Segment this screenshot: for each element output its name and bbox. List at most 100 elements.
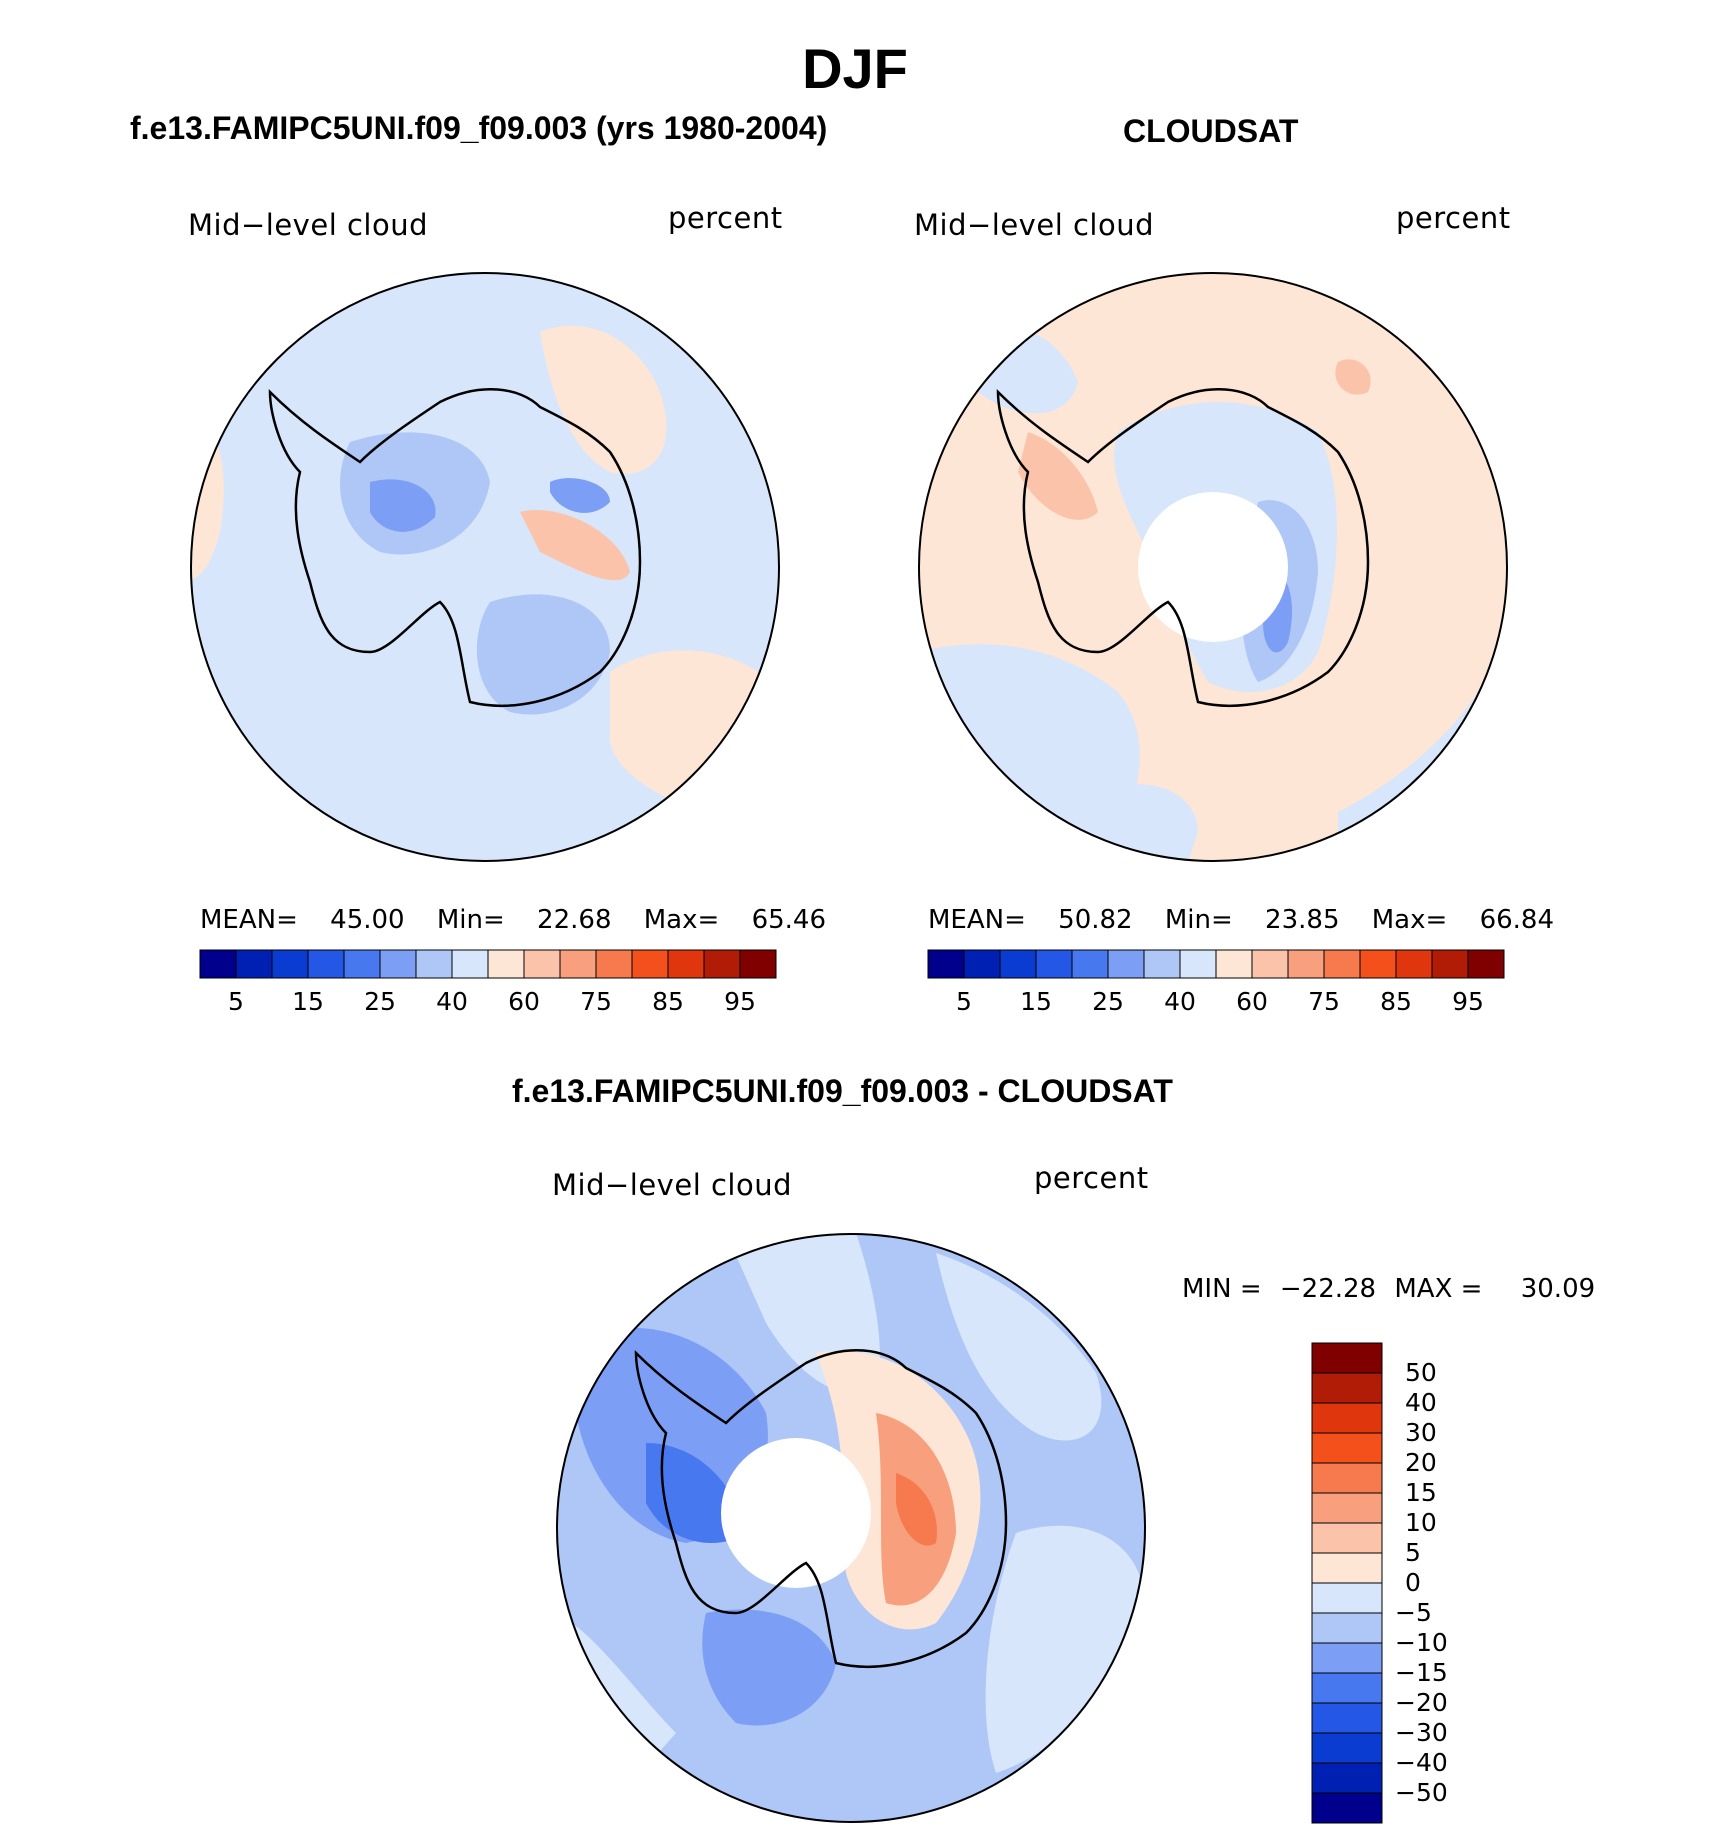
panel1-cool-region xyxy=(370,479,436,532)
colorbar-tick-label: 15 xyxy=(1020,987,1052,1016)
panel3-max-value: 30.09 xyxy=(1520,1274,1596,1304)
colorbar-tick-label: −5 xyxy=(1395,1598,1432,1627)
panel2-cool-region xyxy=(1098,784,1198,862)
colorbar-tick-label: 60 xyxy=(508,987,540,1016)
panel1-title: f.e13.FAMIPC5UNI.f09_f09.003 (yrs 1980-2… xyxy=(130,110,828,146)
panel3-cool-region xyxy=(702,1609,836,1726)
panel1-min-label: Min= xyxy=(436,905,505,935)
panel2-variable-label: Mid−level cloud xyxy=(914,208,1154,242)
colorbar-swatch xyxy=(1287,949,1325,979)
colorbar-swatch xyxy=(1359,949,1397,979)
panel2-coastline xyxy=(996,388,1370,707)
colorbar-tick-label: 0 xyxy=(1405,1568,1421,1597)
panel3-colorbar-ticks: 50 40 30 20 15 10 5 0 −5 −10 −15 −20 −30 −40 −50 xyxy=(1395,1343,1485,1823)
colorbar-swatch xyxy=(631,949,669,979)
colorbar-tick-label: 20 xyxy=(1405,1448,1437,1477)
panel3-neutral-region xyxy=(936,1253,1102,1441)
colorbar-swatch xyxy=(1311,1522,1383,1554)
panel2-min-label: Min= xyxy=(1164,905,1233,935)
panel1-warm-region xyxy=(540,325,667,474)
colorbar-swatch xyxy=(1467,949,1505,979)
colorbar-tick-label: 50 xyxy=(1405,1358,1437,1387)
colorbar-swatch xyxy=(1311,1642,1383,1674)
panel1-warm-region xyxy=(520,510,630,581)
panel1-colorbar-ticks: 5 15 25 40 60 75 85 95 xyxy=(200,987,776,1017)
panel3-missing-data-hole xyxy=(721,1438,871,1588)
colorbar-swatch xyxy=(1311,1462,1383,1494)
colorbar-swatch xyxy=(1311,1732,1383,1764)
colorbar-swatch xyxy=(559,949,597,979)
colorbar-tick-label: 95 xyxy=(724,987,756,1016)
panel2-max-label: Max= xyxy=(1371,905,1448,935)
colorbar-swatch xyxy=(703,949,741,979)
panel3-coastline xyxy=(634,1349,1008,1668)
colorbar-swatch xyxy=(1311,1702,1383,1734)
colorbar-tick-label: 15 xyxy=(1405,1478,1437,1507)
panel2-units-label: percent xyxy=(1396,201,1511,235)
panel1-mean-label: MEAN= xyxy=(200,905,298,935)
panel1-mean-value: 45.00 xyxy=(330,905,405,935)
colorbar-tick-label: 75 xyxy=(1308,987,1340,1016)
panel2-missing-data-hole xyxy=(1138,492,1288,642)
panel2-mean-value: 50.82 xyxy=(1058,905,1133,935)
colorbar-tick-label: 30 xyxy=(1405,1418,1437,1447)
panel1-max-label: Max= xyxy=(643,905,720,935)
colorbar-swatch xyxy=(415,949,453,979)
colorbar-swatch xyxy=(1071,949,1109,979)
panel3-max-label: MAX = xyxy=(1394,1274,1483,1304)
panel3-min-label: MIN = xyxy=(1182,1274,1262,1304)
panel3-units-label: percent xyxy=(1034,1161,1149,1195)
colorbar-swatch xyxy=(595,949,633,979)
colorbar-swatch xyxy=(1311,1672,1383,1704)
colorbar-swatch xyxy=(343,949,381,979)
panel2-warm-region xyxy=(1335,359,1371,395)
colorbar-tick-label: 5 xyxy=(1405,1538,1421,1567)
panel1-coastline xyxy=(268,388,642,707)
panel3-neutral-region xyxy=(985,1525,1146,1773)
colorbar-swatch xyxy=(1215,949,1253,979)
panel1-map xyxy=(190,272,780,862)
panel2-mean-label: MEAN= xyxy=(928,905,1026,935)
colorbar-swatch xyxy=(1323,949,1361,979)
colorbar-swatch xyxy=(451,949,489,979)
colorbar-tick-label: 5 xyxy=(228,987,244,1016)
colorbar-tick-label: 15 xyxy=(292,987,324,1016)
colorbar-swatch xyxy=(1311,1342,1383,1374)
panel3-cool-region xyxy=(646,1443,746,1543)
panel1-colorbar xyxy=(199,949,777,979)
colorbar-swatch xyxy=(1311,1612,1383,1644)
panel2-map xyxy=(918,272,1508,862)
colorbar-tick-label: 10 xyxy=(1405,1508,1437,1537)
colorbar-swatch xyxy=(927,949,965,979)
colorbar-swatch xyxy=(739,949,777,979)
page-title: DJF xyxy=(802,37,908,100)
colorbar-swatch xyxy=(1395,949,1433,979)
panel1-min-value: 22.68 xyxy=(537,905,612,935)
colorbar-tick-label: −30 xyxy=(1395,1718,1448,1747)
colorbar-swatch xyxy=(1251,949,1289,979)
colorbar-swatch xyxy=(199,949,237,979)
colorbar-swatch xyxy=(999,949,1037,979)
panel2-colorbar xyxy=(927,949,1505,979)
panel2-max-value: 66.84 xyxy=(1479,905,1554,935)
colorbar-swatch xyxy=(1107,949,1145,979)
colorbar-swatch xyxy=(1311,1762,1383,1794)
colorbar-tick-label: 40 xyxy=(1164,987,1196,1016)
colorbar-swatch xyxy=(1311,1792,1383,1824)
colorbar-swatch xyxy=(667,949,705,979)
colorbar-tick-label: 40 xyxy=(1405,1388,1437,1417)
panel3-map xyxy=(556,1233,1146,1823)
colorbar-tick-label: −40 xyxy=(1395,1748,1448,1777)
colorbar-tick-label: 75 xyxy=(580,987,612,1016)
panel2-colorbar-ticks: 5 15 25 40 60 75 85 95 xyxy=(928,987,1504,1017)
panel1-max-value: 65.46 xyxy=(751,905,826,935)
colorbar-swatch xyxy=(1179,949,1217,979)
colorbar-swatch xyxy=(1311,1372,1383,1404)
colorbar-tick-label: 85 xyxy=(652,987,684,1016)
colorbar-swatch xyxy=(963,949,1001,979)
panel3-min-value: −22.28 xyxy=(1279,1274,1377,1304)
colorbar-tick-label: 5 xyxy=(956,987,972,1016)
panel1-variable-label: Mid−level cloud xyxy=(188,208,428,242)
panel3-variable-label: Mid−level cloud xyxy=(552,1168,792,1202)
panel3-colorbar xyxy=(1311,1342,1383,1824)
